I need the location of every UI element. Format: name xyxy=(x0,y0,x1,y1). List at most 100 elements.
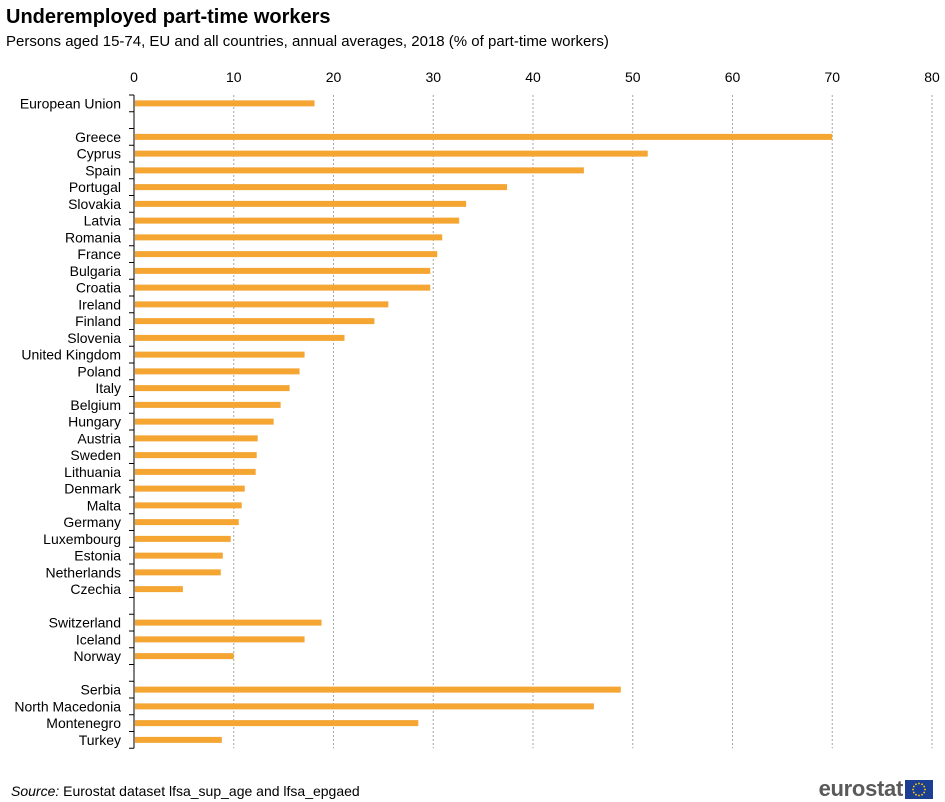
category-label: North Macedonia xyxy=(14,698,121,714)
category-label: United Kingdom xyxy=(21,347,121,363)
eu-flag-star xyxy=(912,791,915,793)
eu-flag-star xyxy=(915,793,917,796)
x-tick-label: 40 xyxy=(525,69,541,85)
bar xyxy=(135,485,245,492)
eu-flag-star xyxy=(921,782,923,785)
category-label: Estonia xyxy=(74,548,121,564)
bar xyxy=(135,569,221,576)
x-tick-label: 60 xyxy=(725,69,741,85)
bar-chart: 0 10 20 30 40 50 60 70 80 European Union GreeceCyp… xyxy=(14,69,940,749)
bar xyxy=(135,535,231,542)
eu-flag-star xyxy=(923,785,926,787)
bar xyxy=(135,452,257,459)
category-label: Serbia xyxy=(81,682,122,698)
eu-flag-star xyxy=(912,788,914,790)
bar xyxy=(135,619,322,626)
bar xyxy=(135,401,281,408)
bar xyxy=(135,351,305,358)
category-label: Bulgaria xyxy=(70,263,122,279)
bar xyxy=(135,519,239,526)
bar xyxy=(135,502,242,509)
bar xyxy=(135,736,222,743)
bar xyxy=(135,184,508,191)
eu-flag-star xyxy=(921,793,923,796)
bar xyxy=(135,301,389,308)
category-label: Finland xyxy=(75,313,121,329)
category-label: Spain xyxy=(85,162,121,178)
category-label: Belgium xyxy=(70,397,121,413)
bar xyxy=(135,418,274,425)
bar xyxy=(135,251,438,258)
eu-flag-star xyxy=(923,791,926,793)
bar xyxy=(135,653,234,660)
logo-text: eurostat xyxy=(818,776,904,801)
bar xyxy=(135,200,467,207)
bar xyxy=(135,334,345,341)
category-label: Ireland xyxy=(78,296,121,312)
bar xyxy=(135,720,419,727)
category-label: Malta xyxy=(87,497,121,513)
category-label: Netherlands xyxy=(46,564,122,580)
category-label: Slovenia xyxy=(67,330,121,346)
category-label: Luxembourg xyxy=(43,531,121,547)
bar xyxy=(135,368,300,375)
eurostat-logo: eurostat xyxy=(819,776,933,802)
source-note: Source: Eurostat dataset lfsa_sup_age an… xyxy=(11,783,360,799)
category-label: Germany xyxy=(63,514,121,530)
bar xyxy=(135,150,648,157)
x-tick-label: 10 xyxy=(226,69,242,85)
x-tick-label: 70 xyxy=(824,69,840,85)
eu-flag-star xyxy=(915,782,917,785)
category-label: Austria xyxy=(77,430,121,446)
source-label: Source: xyxy=(11,783,60,799)
bar xyxy=(135,217,460,224)
bar xyxy=(135,636,305,643)
bar xyxy=(135,267,431,274)
bar xyxy=(135,435,258,442)
category-label: Latvia xyxy=(84,213,122,229)
category-label: Portugal xyxy=(69,179,121,195)
category-label: Poland xyxy=(77,363,121,379)
eu-flag-icon xyxy=(905,779,933,799)
category-label: Greece xyxy=(75,129,121,145)
bar xyxy=(135,167,584,174)
bar xyxy=(135,385,290,392)
category-label: Slovakia xyxy=(68,196,121,212)
chart-title: Underemployed part-time workers xyxy=(6,6,331,28)
eu-flag-star xyxy=(912,785,915,787)
category-label: Sweden xyxy=(70,447,121,463)
eu-flag-star xyxy=(918,782,920,784)
x-tick-label: 20 xyxy=(326,69,342,85)
bar xyxy=(135,318,375,325)
bar xyxy=(135,284,431,291)
x-tick-label: 0 xyxy=(130,69,138,85)
bar xyxy=(135,468,256,475)
category-label: Montenegro xyxy=(46,715,121,731)
bar xyxy=(135,703,594,710)
category-label: Denmark xyxy=(64,481,122,497)
source-text: Eurostat dataset lfsa_sup_age and lfsa_e… xyxy=(59,783,360,799)
bar xyxy=(135,686,621,693)
bar xyxy=(135,234,443,241)
category-label: Croatia xyxy=(76,280,121,296)
x-tick-label: 30 xyxy=(425,69,441,85)
bar xyxy=(135,586,183,593)
eu-flag-star xyxy=(924,788,926,790)
category-label: Lithuania xyxy=(64,464,121,480)
category-label: Norway xyxy=(74,648,121,664)
category-label: Romania xyxy=(65,229,121,245)
x-tick-label: 50 xyxy=(625,69,641,85)
category-label: Cyprus xyxy=(77,146,121,162)
category-label: Hungary xyxy=(68,414,121,430)
chart-subtitle: Persons aged 15-74, EU and all countries… xyxy=(6,33,609,50)
category-label: France xyxy=(77,246,121,262)
bar xyxy=(135,552,223,559)
category-label: Turkey xyxy=(79,732,121,748)
category-label: Italy xyxy=(95,380,121,396)
category-label: Iceland xyxy=(76,631,121,647)
category-label: Switzerland xyxy=(49,615,121,631)
category-label: Czechia xyxy=(70,581,121,597)
eu-flag-star xyxy=(918,794,920,796)
bar xyxy=(135,133,833,140)
bar xyxy=(135,100,315,107)
